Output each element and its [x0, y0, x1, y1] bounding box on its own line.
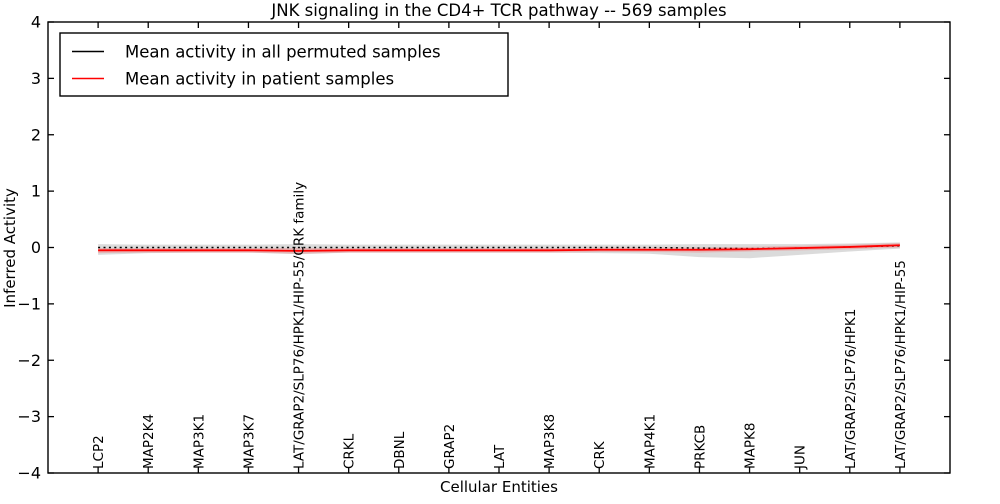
- legend-label-patient: Mean activity in patient samples: [125, 70, 394, 89]
- y-tick-label: 1: [31, 182, 41, 201]
- y-tick-label: −4: [17, 464, 41, 483]
- legend-label-permuted: Mean activity in all permuted samples: [125, 43, 441, 62]
- y-tick-label: 3: [31, 69, 41, 88]
- series-layer: [98, 244, 900, 252]
- y-tick-label: 4: [31, 13, 41, 32]
- x-tick-label: MAP3K7: [241, 414, 257, 469]
- x-tick-label: LAT: [492, 444, 508, 469]
- x-tick-label: JUN: [793, 445, 809, 470]
- x-tick-label: MAP2K4: [141, 414, 157, 469]
- legend: Mean activity in all permuted samples Me…: [59, 32, 509, 97]
- y-tick-label: 0: [31, 238, 41, 257]
- y-tick-label: 2: [31, 125, 41, 144]
- y-axis-label: Inferred Activity: [1, 188, 19, 308]
- x-tick-label: GRAP2: [442, 424, 458, 469]
- x-tick-labels: LCP2 MAP2K4 MAP3K1 MAP3K7 LAT/GRAP2/SLP76/HP…: [91, 182, 909, 470]
- x-tick-label: CRK: [592, 440, 608, 469]
- x-tick-label: PRKCB: [692, 425, 708, 469]
- y-tick-label: −3: [17, 407, 41, 426]
- x-tick-label: MAP3K8: [542, 414, 558, 469]
- x-tick-label: LCP2: [91, 435, 107, 469]
- x-tick-label: LAT/GRAP2/SLP76/HPK1/HIP-55: [893, 260, 909, 469]
- y-tick-labels: 4 3 2 1 0 −1 −2 −3 −4: [17, 13, 41, 483]
- x-tick-label: MAP3K1: [191, 414, 207, 469]
- x-tick-label: LAT/GRAP2/SLP76/HPK1/HIP-55/CRK family: [292, 182, 308, 469]
- legend-box: [59, 32, 509, 97]
- y-tick-label: −1: [17, 294, 41, 313]
- y-tick-label: −2: [17, 351, 41, 370]
- x-tick-label: DBNL: [392, 431, 408, 469]
- ticks-layer: [48, 21, 950, 474]
- x-tick-label: LAT/GRAP2/SLP76/HPK1: [843, 309, 859, 469]
- series-line-1: [98, 244, 900, 252]
- x-axis-label: Cellular Entities: [440, 478, 558, 496]
- chart-title: JNK signaling in the CD4+ TCR pathway --…: [270, 1, 726, 20]
- x-tick-label: MAP4K1: [642, 414, 658, 469]
- x-tick-label: CRKL: [342, 433, 358, 469]
- x-tick-label: MAPK8: [743, 423, 759, 469]
- series-line-0: [98, 245, 900, 250]
